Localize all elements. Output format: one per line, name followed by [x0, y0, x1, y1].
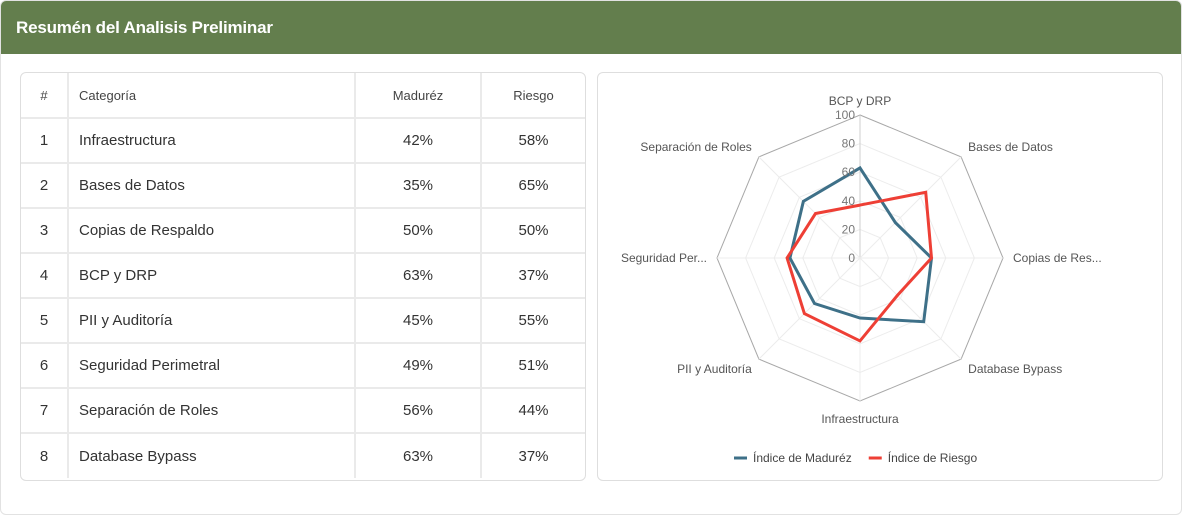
row-madurez: 56% [354, 387, 482, 434]
radar-axis-label: Infraestructura [821, 412, 899, 426]
radar-axis-label: Bases de Datos [968, 140, 1053, 154]
radar-tick-label: 80 [842, 137, 856, 151]
row-riesgo: 44% [480, 387, 585, 434]
row-riesgo: 65% [480, 162, 585, 209]
row-madurez: 49% [354, 342, 482, 389]
table-row: 4 BCP y DRP 63% 37% [21, 252, 585, 299]
category-table-card: # Categoría Maduréz Riesgo 1 Infraestruc… [20, 72, 586, 481]
radar-spoke [758, 257, 861, 360]
row-num: 7 [21, 387, 69, 434]
radar-tick-label: 100 [835, 108, 855, 122]
radar-axis-label: Copias de Res... [1013, 251, 1102, 265]
row-riesgo: 55% [480, 297, 585, 344]
header-riesgo: Riesgo [480, 73, 585, 119]
row-num: 4 [21, 252, 69, 299]
header-num: # [21, 73, 69, 119]
radar-tick-label: 40 [842, 194, 856, 208]
radar-axis-label: Database Bypass [968, 362, 1062, 376]
row-category: Infraestructura [67, 117, 356, 164]
row-category: Database Bypass [67, 432, 356, 478]
row-category: Seguridad Perimetral [67, 342, 356, 389]
table-row: 5 PII y Auditoría 45% 55% [21, 297, 585, 344]
row-madurez: 63% [354, 432, 482, 478]
row-category: Copias de Respaldo [67, 207, 356, 254]
table-row: 2 Bases de Datos 35% 65% [21, 162, 585, 209]
table-row: 3 Copias de Respaldo 50% 50% [21, 207, 585, 254]
legend-label: Índice de Maduréz [753, 450, 852, 465]
row-madurez: 50% [354, 207, 482, 254]
row-riesgo: 37% [480, 432, 585, 478]
row-madurez: 63% [354, 252, 482, 299]
row-num: 1 [21, 117, 69, 164]
row-category: PII y Auditoría [67, 297, 356, 344]
radar-axis-label: Seguridad Per... [621, 251, 707, 265]
header-category: Categoría [67, 73, 356, 119]
radar-axis-label: PII y Auditoría [677, 362, 752, 376]
row-madurez: 45% [354, 297, 482, 344]
table-row: 6 Seguridad Perimetral 49% 51% [21, 342, 585, 389]
legend-label: Índice de Riesgo [888, 450, 978, 465]
row-category: BCP y DRP [67, 252, 356, 299]
table-row: 7 Separación de Roles 56% 44% [21, 387, 585, 434]
row-riesgo: 51% [480, 342, 585, 389]
row-riesgo: 50% [480, 207, 585, 254]
row-riesgo: 58% [480, 117, 585, 164]
row-num: 2 [21, 162, 69, 209]
row-riesgo: 37% [480, 252, 585, 299]
row-num: 5 [21, 297, 69, 344]
panel-header: Resumén del Analisis Preliminar [1, 1, 1181, 54]
page-title: Resumén del Analisis Preliminar [16, 17, 273, 37]
radar-axis-label: BCP y DRP [829, 94, 891, 108]
row-num: 6 [21, 342, 69, 389]
row-num: 8 [21, 432, 69, 478]
row-madurez: 42% [354, 117, 482, 164]
radar-series-line [785, 190, 934, 343]
header-madurez: Maduréz [354, 73, 482, 119]
radar-axis-label: Separación de Roles [640, 140, 751, 154]
row-num: 3 [21, 207, 69, 254]
category-table: # Categoría Maduréz Riesgo 1 Infraestruc… [21, 73, 585, 478]
table-header-row: # Categoría Maduréz Riesgo [21, 73, 585, 119]
radar-tick-label: 20 [842, 222, 856, 236]
radar-chart-card: 0 20 40 60 80 100 BCP y DRP Bases de Datos Copia… [597, 72, 1163, 481]
radar-spoke [859, 156, 962, 259]
radar-tick-label: 0 [848, 251, 855, 265]
radar-spoke [859, 257, 962, 360]
row-madurez: 35% [354, 162, 482, 209]
row-category: Bases de Datos [67, 162, 356, 209]
table-row: 8 Database Bypass 63% 37% [21, 432, 585, 478]
radar-tick-label: 60 [842, 165, 856, 179]
radar-series-line [788, 165, 934, 324]
radar-spoke [758, 156, 861, 259]
row-category: Separación de Roles [67, 387, 356, 434]
table-row: 1 Infraestructura 42% 58% [21, 117, 585, 164]
